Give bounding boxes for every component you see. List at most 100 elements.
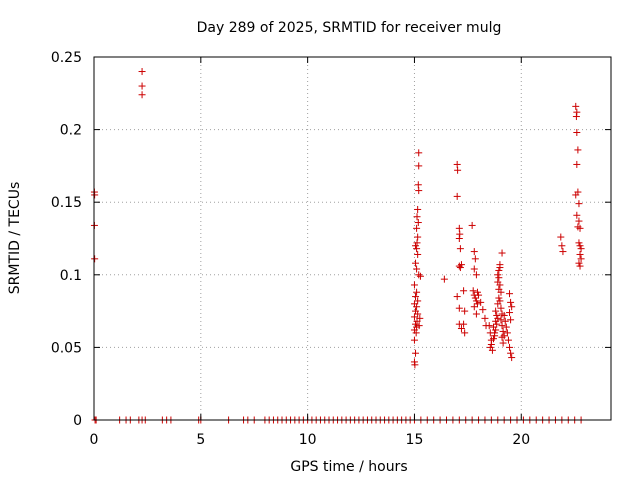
data-point [492,307,500,315]
data-point [495,274,503,282]
data-point [573,160,581,168]
data-point [472,297,480,305]
y-tick-label: 0 [73,413,82,429]
data-point [487,340,495,348]
data-point [411,361,419,369]
y-tick-label: 0.25 [51,50,82,66]
data-point [453,192,461,200]
data-point [507,316,515,324]
data-point [461,329,469,337]
data-point [574,146,582,154]
data-point [460,320,468,328]
data-point [576,242,584,250]
data-point [138,68,146,76]
data-point [460,287,468,295]
data-point [508,354,516,362]
data-point [416,314,424,322]
data-point [412,349,420,357]
y-tick-label: 0.05 [51,340,82,356]
data-point [576,250,584,258]
data-point [412,242,420,250]
data-point [414,297,422,305]
data-point [490,335,497,343]
data-point [506,309,514,317]
data-point [575,200,583,208]
data-point [573,211,581,219]
plot-frame [93,56,612,421]
y-tick-label: 0.2 [60,123,82,139]
data-point [471,294,479,302]
data-layer [90,68,585,424]
data-point [470,265,478,273]
data-point [575,259,583,267]
data-point [457,261,465,269]
data-point [91,255,99,263]
data-point [493,311,501,319]
data-point [471,255,479,263]
x-tick-label: 5 [196,432,205,448]
data-point [507,298,515,306]
data-point [492,326,500,334]
data-point [414,205,422,213]
data-point [468,221,476,229]
grid [94,57,611,420]
data-point [413,239,421,247]
data-point [575,217,583,225]
data-point [475,291,483,299]
x-tick-label: 10 [299,432,317,448]
data-point [473,288,481,296]
data-point [412,259,420,267]
data-point [413,224,421,232]
data-point [470,248,478,256]
data-point [495,294,503,302]
data-point [472,271,480,279]
data-point [506,290,514,298]
data-point [506,343,514,351]
x-tick-label: 0 [90,432,99,448]
data-point [477,298,485,306]
data-point [412,320,420,328]
data-point [410,336,418,344]
data-point [455,235,463,242]
data-point [413,213,421,221]
data-point [559,248,567,256]
data-point [138,82,146,90]
data-point [572,113,580,121]
data-point [498,249,506,257]
data-point [91,191,99,199]
data-point [504,336,512,344]
data-point [415,322,423,330]
data-point [461,307,469,315]
data-point [502,323,510,331]
data-point [412,307,420,315]
data-point [455,304,463,312]
data-point [503,329,511,337]
y-axis-label: SRMTID / TECUs [7,182,23,295]
data-point [412,293,420,301]
data-point [479,306,487,314]
chart-title: Day 289 of 2025, SRMTID for receiver mul… [197,20,502,36]
data-point [495,266,503,274]
data-point [469,287,477,295]
x-axis-label: GPS time / hours [290,459,407,475]
data-point [410,300,418,308]
data-point [457,325,465,333]
data-point [485,322,493,330]
data-point [470,303,478,311]
data-point [491,332,499,340]
data-point [473,300,481,308]
data-point [415,271,423,279]
data-point [558,242,566,250]
data-point [494,314,502,322]
data-point [577,245,585,253]
data-point [497,304,505,312]
data-point [507,349,515,357]
data-point [496,281,504,289]
ticks: 0 5 10 15 20 0 0.05 0.1 0.15 0.2 0.25 [51,50,611,448]
data-point [416,272,424,280]
data-point [414,219,422,227]
data-point [497,288,505,296]
data-point [414,181,422,189]
data-point [557,233,565,241]
data-point [508,303,516,311]
